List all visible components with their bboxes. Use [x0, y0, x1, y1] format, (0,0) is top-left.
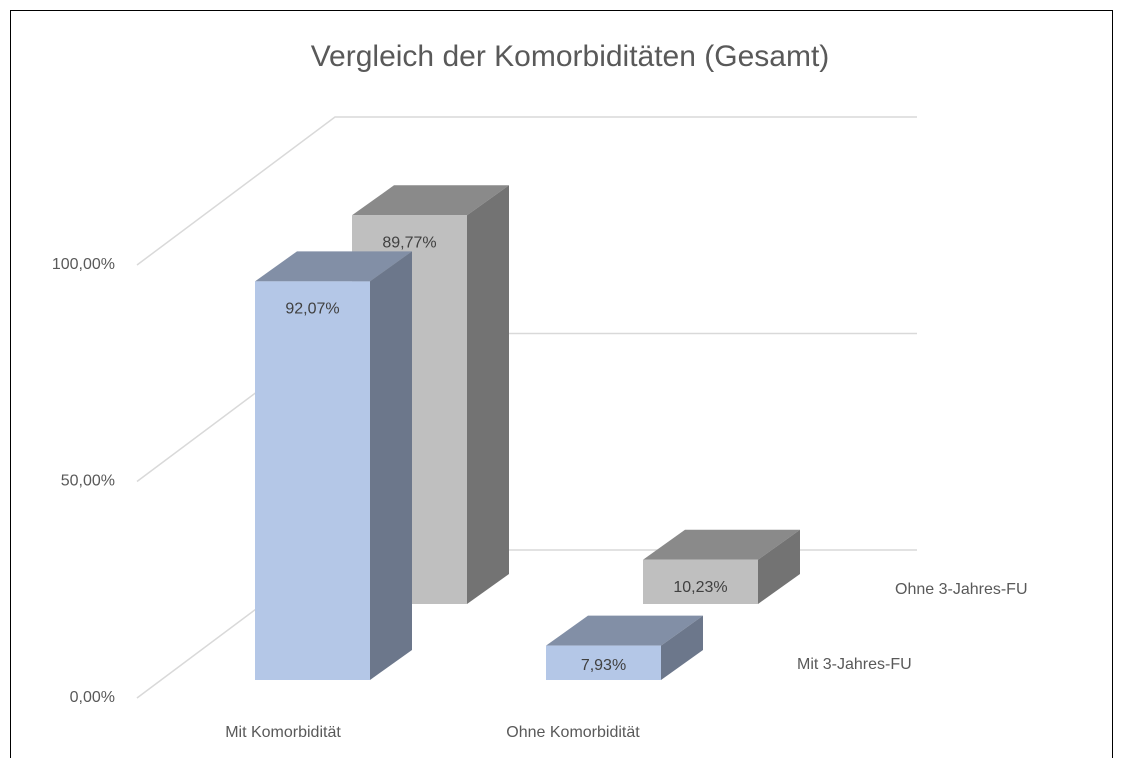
data-label: 89,77% — [382, 235, 436, 252]
bar-side — [370, 251, 412, 680]
bar-side — [758, 529, 800, 604]
bar-front — [255, 281, 370, 680]
bar-side — [467, 185, 509, 604]
bar-front — [546, 645, 661, 680]
chart-title: Vergleich der Komorbiditäten (Gesamt) — [311, 40, 830, 73]
data-label: 92,07% — [285, 301, 339, 318]
bar — [643, 529, 800, 604]
bar — [255, 251, 412, 680]
y-tick-label: 100,00% — [52, 256, 115, 273]
bar — [546, 615, 703, 680]
bar-top — [546, 615, 703, 646]
bar-top — [643, 529, 800, 560]
legend-label: Mit 3-Jahres-FU — [797, 656, 912, 673]
y-tick-label: 50,00% — [61, 473, 115, 490]
grid-line — [136, 116, 917, 266]
bar-side — [661, 615, 703, 680]
chart-frame — [10, 10, 1113, 758]
data-label: 10,23% — [673, 579, 727, 596]
data-label: 7,93% — [581, 657, 626, 674]
bar-top — [352, 185, 509, 216]
bar-front — [643, 559, 758, 604]
x-tick-label: Mit Komorbidität — [225, 724, 341, 741]
y-tick-label: 0,00% — [70, 689, 115, 706]
x-tick-label: Ohne Komorbidität — [506, 724, 640, 741]
bar-top — [255, 251, 412, 282]
legend-label: Ohne 3-Jahres-FU — [895, 581, 1028, 598]
